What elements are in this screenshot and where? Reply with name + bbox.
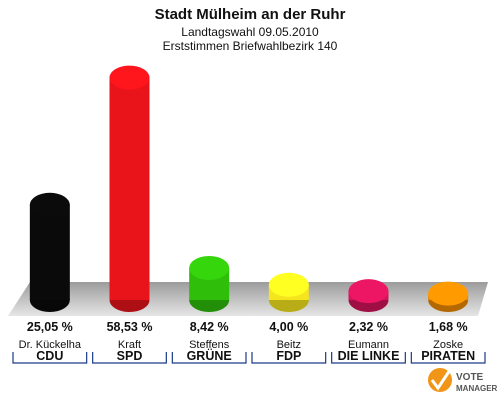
party-label: SPD	[117, 349, 143, 363]
candidate-label: Steffens	[189, 339, 230, 351]
party-label: DIE LINKE	[338, 349, 400, 363]
vote-manager-logo: VOTE MANAGER	[428, 368, 498, 393]
value-label: 1,68 %	[429, 320, 468, 334]
bar-top	[189, 256, 230, 281]
category-bracket	[92, 352, 167, 364]
category-bracket	[331, 352, 406, 364]
value-label: 2,32 %	[349, 320, 388, 334]
value-label: 25,05 %	[27, 320, 73, 334]
chart-title: Stadt Mülheim an der Ruhr	[155, 6, 346, 23]
category-bracket	[410, 352, 486, 364]
candidate-label: Zoske	[433, 339, 463, 351]
category-bracket	[12, 352, 88, 364]
category-bracket	[251, 352, 327, 364]
category-bracket	[171, 352, 247, 364]
party-label: CDU	[36, 349, 63, 363]
bar-top	[348, 279, 389, 304]
bar-top	[109, 65, 150, 90]
candidate-label: Beitz	[277, 339, 301, 351]
chart-floor	[8, 282, 488, 316]
bar-4	[348, 279, 389, 312]
bar-2	[189, 256, 230, 312]
bar-0	[29, 192, 70, 312]
value-label: 8,42 %	[190, 320, 229, 334]
chart-subtitle-date: Landtagswahl 09.05.2010	[181, 25, 319, 39]
bar-body	[109, 77, 150, 300]
party-label: GRÜNE	[187, 348, 232, 363]
candidate-label: Kraft	[118, 339, 141, 351]
candidate-label: Eumann	[348, 339, 389, 351]
bar-top	[29, 192, 70, 217]
candidate-label: Dr. Kückelha	[19, 339, 82, 351]
bar-body	[29, 204, 70, 300]
vote-manager-emblem-icon	[428, 368, 452, 392]
bar-top	[428, 281, 469, 306]
logo-line1: VOTE	[456, 372, 484, 383]
bar-5	[428, 281, 469, 312]
bar-1	[109, 65, 150, 312]
party-label: PIRATEN	[421, 349, 475, 363]
logo-line2: MANAGER	[456, 384, 498, 393]
value-label: 4,00 %	[269, 320, 308, 334]
bars-group	[29, 65, 469, 312]
bar-3	[268, 272, 309, 312]
party-label: FDP	[276, 349, 301, 363]
value-label: 58,53 %	[107, 320, 153, 334]
bar-top	[268, 272, 309, 297]
chart-subtitle-district: Erststimmen Briefwahlbezirk 140	[163, 39, 338, 53]
